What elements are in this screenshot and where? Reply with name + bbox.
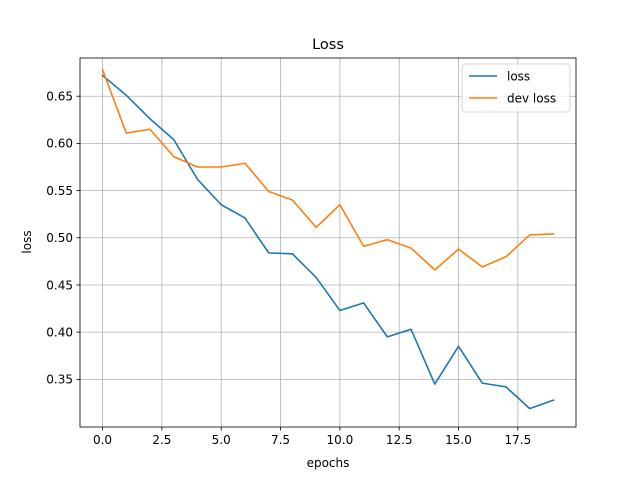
x-axis: 0.0 2.5 5.0 7.5 10.0 12.5 15.0 17.5 [93, 427, 531, 447]
y-tick-label: 0.40 [46, 325, 73, 339]
x-tick-label: 17.5 [504, 433, 531, 447]
series-line-1 [101, 74, 555, 410]
legend-entry-label: dev loss [507, 91, 556, 105]
y-axis: 0.35 0.40 0.45 0.50 0.55 0.60 0.65 [46, 90, 80, 387]
series-line-2 [101, 68, 555, 271]
series-lines [101, 68, 555, 410]
x-tick-label: 12.5 [386, 433, 413, 447]
legend: loss dev loss [461, 63, 571, 113]
x-axis-label: epochs [307, 456, 350, 470]
x-tick-label: 7.5 [271, 433, 290, 447]
chart-title: Loss [312, 37, 344, 53]
x-tick-label: 2.5 [152, 433, 171, 447]
x-tick-label: 0.0 [93, 433, 112, 447]
y-tick-label: 0.55 [46, 184, 73, 198]
y-tick-label: 0.65 [46, 90, 73, 104]
y-tick-label: 0.60 [46, 137, 73, 151]
y-tick-label: 0.35 [46, 373, 73, 387]
x-tick-label: 15.0 [445, 433, 472, 447]
y-tick-label: 0.45 [46, 278, 73, 292]
y-tick-label: 0.50 [46, 231, 73, 245]
x-tick-label: 10.0 [327, 433, 354, 447]
plot-frame [79, 57, 577, 428]
legend-entry-label: loss [507, 69, 530, 83]
y-axis-label: loss [20, 230, 34, 253]
grid-lines [80, 58, 576, 427]
x-tick-label: 5.0 [212, 433, 231, 447]
